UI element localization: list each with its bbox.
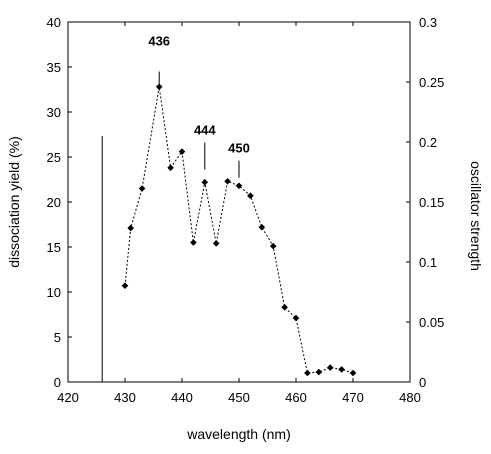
- data-point: [224, 178, 231, 185]
- y2-tick-label: 0.25: [419, 75, 444, 90]
- y-tick-label: 5: [54, 330, 61, 345]
- y2-tick-label: 0: [419, 375, 426, 390]
- data-point: [258, 223, 266, 231]
- x-tick-label: 480: [399, 390, 421, 405]
- x-tick-label: 440: [171, 390, 193, 405]
- y-tick-label: 40: [47, 15, 61, 30]
- ticks: [67, 21, 411, 383]
- y2-tick-label: 0.2: [419, 135, 437, 150]
- x-axis-title: wavelength (nm): [186, 426, 291, 442]
- y2-axis-title: oscillator strength: [468, 161, 484, 271]
- y-tick-label: 20: [47, 195, 61, 210]
- data-point: [127, 224, 134, 232]
- dissociation-yield-line: [124, 86, 354, 374]
- y2-tick-label: 0.05: [419, 315, 444, 330]
- y-tick-label: 0: [54, 375, 61, 390]
- plot-frame: [67, 21, 411, 383]
- data-point: [190, 239, 197, 246]
- y-axis-title: dissociation yield (%): [6, 136, 22, 268]
- x-tick-label: 460: [285, 390, 307, 405]
- data-point: [167, 164, 174, 172]
- data-point: [304, 369, 311, 377]
- data-point: [281, 304, 288, 311]
- y-tick-label: 25: [47, 150, 61, 165]
- data-point: [201, 178, 209, 186]
- peak-annotation-label: 450: [228, 141, 250, 156]
- x-tick-label: 420: [57, 390, 79, 405]
- data-point: [155, 83, 163, 91]
- data-point: [349, 369, 357, 377]
- data-point: [326, 364, 334, 371]
- x-tick-label: 450: [228, 390, 250, 405]
- peak-annotation-label: 444: [194, 123, 216, 138]
- data-point: [292, 314, 300, 322]
- y-tick-label: 10: [47, 285, 61, 300]
- y2-tick-label: 0.15: [419, 195, 444, 210]
- data-point: [178, 148, 186, 155]
- y2-tick-label: 0.3: [419, 15, 437, 30]
- data-point: [338, 366, 345, 373]
- series-layer: [101, 83, 357, 382]
- y-tick-label: 15: [47, 240, 61, 255]
- data-point: [269, 242, 277, 250]
- y-tick-label: 30: [47, 105, 61, 120]
- data-point: [315, 368, 323, 376]
- labels: 420 430 440 450 460 470 480051015202530354000.…: [47, 15, 445, 405]
- x-tick-label: 470: [342, 390, 364, 405]
- y-tick-label: 35: [47, 60, 61, 75]
- data-point: [235, 182, 243, 190]
- data-point: [247, 192, 254, 199]
- data-point: [138, 185, 146, 192]
- data-point: [212, 240, 220, 247]
- y2-tick-label: 0.1: [419, 255, 437, 270]
- x-tick-label: 430: [114, 390, 136, 405]
- data-point: [121, 282, 129, 289]
- peak-annotation-label: 436: [148, 33, 170, 48]
